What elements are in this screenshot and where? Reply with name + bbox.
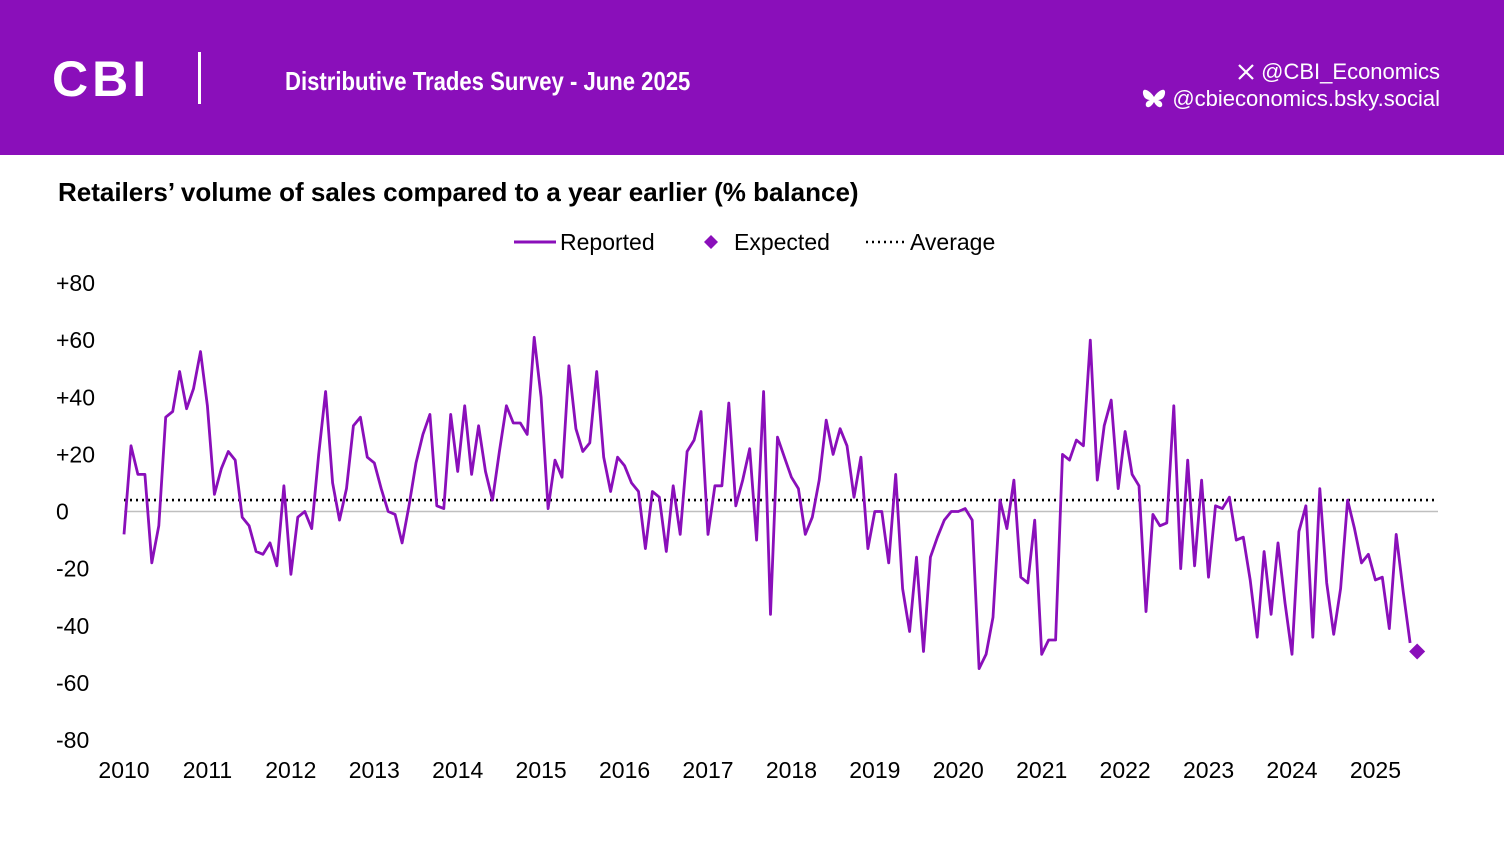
legend-average-label: Average [910,229,995,255]
y-tick-label: +60 [56,327,95,353]
x-axis-ticks: 2010 2011 2012 2013 2014 2015 2016 2017 2018 2019… [98,757,1401,783]
expected-marker [1409,643,1426,660]
bluesky-butterfly-icon [1143,89,1166,107]
y-tick-label: +80 [56,270,95,296]
x-tick-label: 2014 [432,757,483,783]
x-tick-label: 2023 [1183,757,1234,783]
sales-chart: Reported Expected Average +80 +60 +40 +20 0 -… [56,229,1438,783]
x-tick-label: 2020 [933,757,984,783]
x-tick-label: 2019 [849,757,900,783]
header-banner: CBI Distributive Trades Survey - June 20… [0,0,1504,155]
legend-expected-label: Expected [734,229,830,255]
y-axis-ticks: +80 +60 +40 +20 0 -20 -40 -60 -80 [56,270,95,753]
y-tick-label: +20 [56,441,95,467]
x-tick-label: 2015 [516,757,567,783]
x-tick-label: 2013 [349,757,400,783]
x-tick-label: 2025 [1350,757,1401,783]
logo-divider [198,52,201,104]
y-tick-label: -80 [56,727,89,753]
chart-title: Retailers’ volume of sales compared to a… [58,177,859,207]
x-tick-label: 2010 [98,757,149,783]
legend: Reported Expected Average [514,229,995,255]
reported-series-line [122,335,1412,670]
y-tick-label: +40 [56,384,95,410]
x-tick-label: 2011 [183,757,232,783]
bluesky-handle[interactable]: @cbieconomics.bsky.social [1172,86,1440,111]
y-tick-label: -40 [56,613,89,639]
expected-points [1409,643,1426,660]
twitter-row: @CBI_Economics [1142,58,1440,85]
legend-reported-label: Reported [560,229,655,255]
x-tick-label: 2012 [265,757,316,783]
x-tick-label: 2021 [1016,757,1067,783]
legend-expected-marker [704,235,718,249]
x-tick-label: 2017 [682,757,733,783]
x-tick-label: 2022 [1100,757,1151,783]
twitter-handle[interactable]: @CBI_Economics [1261,59,1440,84]
logo-text: CBI [52,51,151,107]
x-tick-label: 2016 [599,757,650,783]
x-tick-label: 2018 [766,757,817,783]
x-logo-icon [1238,63,1254,80]
social-handles: @CBI_Economics @cbieconomics.bsky.social [1142,58,1440,112]
cbi-logo: CBI [52,51,201,107]
y-tick-label: -20 [56,556,89,582]
bluesky-row: @cbieconomics.bsky.social [1142,85,1440,112]
y-tick-label: -60 [56,670,89,696]
x-tick-label: 2024 [1266,757,1317,783]
y-tick-label: 0 [56,499,69,525]
survey-title: Distributive Trades Survey - June 2025 [285,66,691,96]
